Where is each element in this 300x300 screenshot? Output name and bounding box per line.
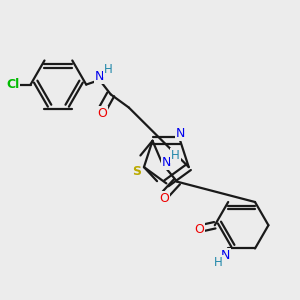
Text: H: H	[214, 256, 223, 269]
Text: N: N	[176, 127, 185, 140]
Text: Cl: Cl	[6, 78, 19, 91]
Text: N: N	[221, 249, 230, 262]
Text: N: N	[94, 70, 104, 83]
Text: S: S	[132, 164, 141, 178]
Text: O: O	[194, 223, 204, 236]
Text: H: H	[171, 149, 180, 162]
Text: O: O	[159, 191, 169, 205]
Text: H: H	[104, 63, 113, 76]
Text: O: O	[98, 106, 107, 119]
Text: N: N	[162, 155, 171, 169]
